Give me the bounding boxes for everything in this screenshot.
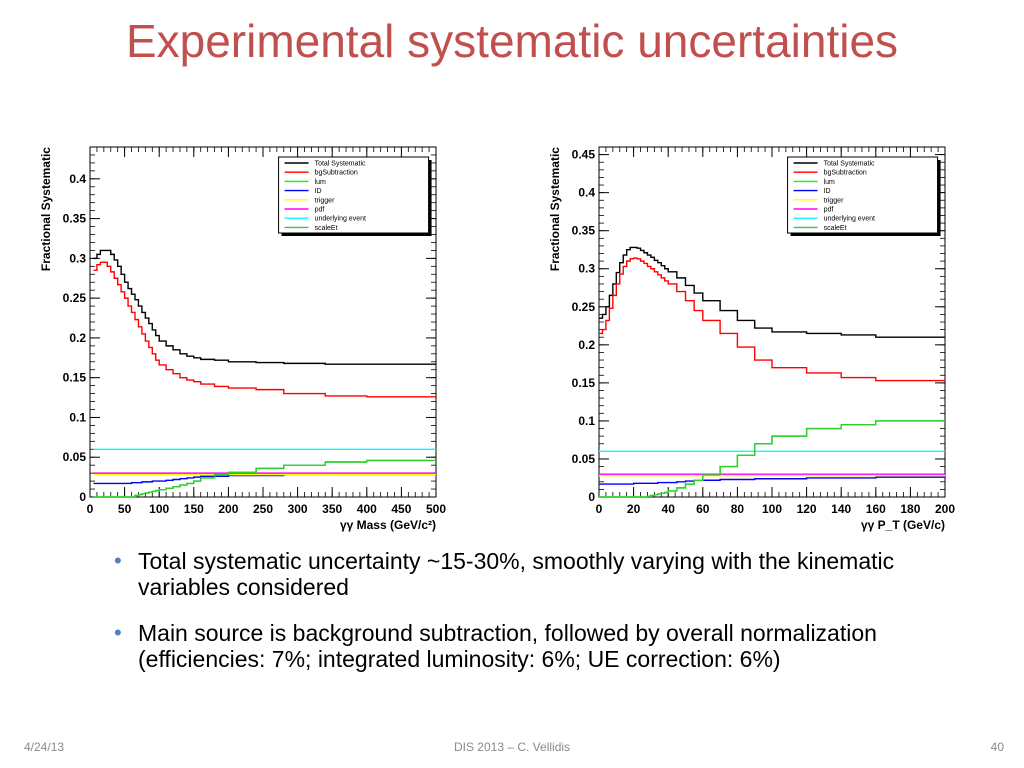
pt-chart: 0 0.05 0.1 0.15 0.2 0.25 0.3 0.35 0.4 0.45 0 20 40 60… <box>545 135 959 545</box>
mass-chart-xtick-label: 100 <box>149 502 169 516</box>
mass-chart-ytick-label: 0.2 <box>69 331 86 345</box>
pt-chart-legend-label: trigger <box>824 197 845 204</box>
pt-chart-ytick-label: 0.25 <box>572 300 596 314</box>
mass-chart-xtick-label: 450 <box>391 502 411 516</box>
pt-chart-xtick-label: 160 <box>866 502 886 516</box>
pt-chart-xtick-label: 40 <box>662 502 676 516</box>
bullet-text: Main source is background subtraction, f… <box>138 620 877 672</box>
mass-chart-xtick-label: 50 <box>118 502 132 516</box>
pt-chart-series-bgsubtraction <box>599 257 945 382</box>
mass-chart-ytick-label: 0.1 <box>69 410 86 424</box>
pt-chart-xtick-label: 60 <box>696 502 710 516</box>
pt-chart-ytick-label: 0.1 <box>578 414 595 428</box>
bullet-item: • Main source is background subtraction, … <box>112 620 992 672</box>
bullet-dot-icon: • <box>114 548 122 573</box>
mass-chart-xtick-label: 500 <box>426 502 446 516</box>
mass-chart: 0 0.05 0.1 0.15 0.2 0.25 0.3 0.35 0.4 0 50 100 150 20… <box>36 135 450 545</box>
mass-chart-svg: 0 0.05 0.1 0.15 0.2 0.25 0.3 0.35 0.4 0 50 100 150 20… <box>39 146 446 532</box>
pt-chart-ytick-label: 0.2 <box>578 338 595 352</box>
mass-chart-legend-label: Total Systematic <box>315 161 366 168</box>
pt-chart-legend-label: underlying event <box>824 216 875 223</box>
mass-chart-legend-label: bgSubtraction <box>315 170 358 177</box>
mass-chart-legend-label: trigger <box>315 197 336 204</box>
pt-chart-legend-label: scaleEt <box>824 225 847 232</box>
pt-chart-xtick-label: 140 <box>831 502 851 516</box>
pt-chart-legend-label: bgSubtraction <box>824 170 867 177</box>
mass-chart-ytick-label: 0.4 <box>69 172 86 186</box>
pt-chart-ytick-label: 0.15 <box>572 376 596 390</box>
mass-chart-xtick-label: 200 <box>218 502 238 516</box>
pt-chart-svg: 0 0.05 0.1 0.15 0.2 0.25 0.3 0.35 0.4 0.45 0 20 40 60… <box>548 146 955 532</box>
mass-chart-ytick-label: 0.05 <box>63 450 87 464</box>
pt-chart-xtick-label: 100 <box>762 502 782 516</box>
mass-chart-xtick-label: 300 <box>288 502 308 516</box>
mass-chart-ytick-label: 0 <box>79 490 86 504</box>
mass-chart-ytick-label: 0.25 <box>63 291 87 305</box>
pt-chart-ytick-label: 0.3 <box>578 262 595 276</box>
mass-chart-xtick-label: 0 <box>87 502 94 516</box>
pt-chart-x-axis-label: γγ P_T (GeV/c) <box>861 518 945 532</box>
mass-chart-legend <box>278 156 430 234</box>
pt-chart-xtick-label: 80 <box>731 502 745 516</box>
pt-chart-legend-label: lum <box>824 179 835 186</box>
mass-chart-y-axis-label: Fractional Systematic <box>39 147 53 271</box>
mass-chart-ytick-label: 0.35 <box>63 212 87 226</box>
pt-chart-legend-label: ID <box>824 188 831 195</box>
pt-chart-series-scaleet <box>599 420 945 498</box>
mass-chart-series-total-systematic <box>93 249 436 365</box>
bullet-text: Total systematic uncertainty ~15-30%, sm… <box>138 548 895 600</box>
mass-chart-x-axis-label: γγ Mass (GeV/c²) <box>340 518 436 532</box>
pt-chart-ytick-label: 0.4 <box>578 186 595 200</box>
pt-chart-xtick-label: 120 <box>797 502 817 516</box>
mass-chart-ytick-label: 0.15 <box>63 371 87 385</box>
pt-chart-legend <box>787 156 939 234</box>
footer-date: 4/24/13 <box>24 740 65 754</box>
mass-chart-series-scaleet <box>93 459 436 498</box>
bullet-list: • Total systematic uncertainty ~15-30%, s… <box>112 548 992 692</box>
mass-chart-series-bgsubtraction <box>93 261 436 398</box>
pt-chart-xtick-label: 200 <box>935 502 955 516</box>
pt-chart-xtick-label: 180 <box>900 502 920 516</box>
mass-chart-legend-label: ID <box>315 188 322 195</box>
footer-page-number: 40 <box>990 740 1004 754</box>
mass-chart-legend-label: pdf <box>315 207 325 214</box>
pt-chart-xtick-label: 0 <box>596 502 603 516</box>
mass-chart-xtick-label: 250 <box>253 502 273 516</box>
pt-chart-series-id <box>599 476 945 485</box>
mass-chart-legend-label: scaleEt <box>315 225 338 232</box>
pt-chart-ytick-label: 0.35 <box>572 224 596 238</box>
pt-chart-ytick-label: 0.05 <box>572 452 596 466</box>
mass-chart-xtick-label: 150 <box>184 502 204 516</box>
pt-chart-y-axis-label: Fractional Systematic <box>548 147 562 271</box>
mass-chart-legend-label: lum <box>315 179 326 186</box>
mass-chart-xtick-label: 350 <box>322 502 342 516</box>
pt-chart-ytick-label: 0 <box>588 490 595 504</box>
pt-chart-legend-label: pdf <box>824 207 834 214</box>
mass-chart-xtick-label: 400 <box>357 502 377 516</box>
pt-chart-series-total-systematic <box>599 246 945 338</box>
mass-chart-legend-label: underlying event <box>315 216 366 223</box>
bullet-item: • Total systematic uncertainty ~15-30%, s… <box>112 548 992 600</box>
footer-center: DIS 2013 – C. Vellidis <box>453 740 571 754</box>
pt-chart-legend-label: Total Systematic <box>824 161 875 168</box>
slide-title: Experimental systematic uncertainties <box>125 15 899 67</box>
mass-chart-ytick-label: 0.3 <box>69 251 86 265</box>
bullet-dot-icon: • <box>114 620 122 645</box>
mass-chart-series-id <box>93 474 436 485</box>
pt-chart-ytick-label: 0.45 <box>572 148 596 162</box>
pt-chart-xtick-label: 20 <box>627 502 641 516</box>
